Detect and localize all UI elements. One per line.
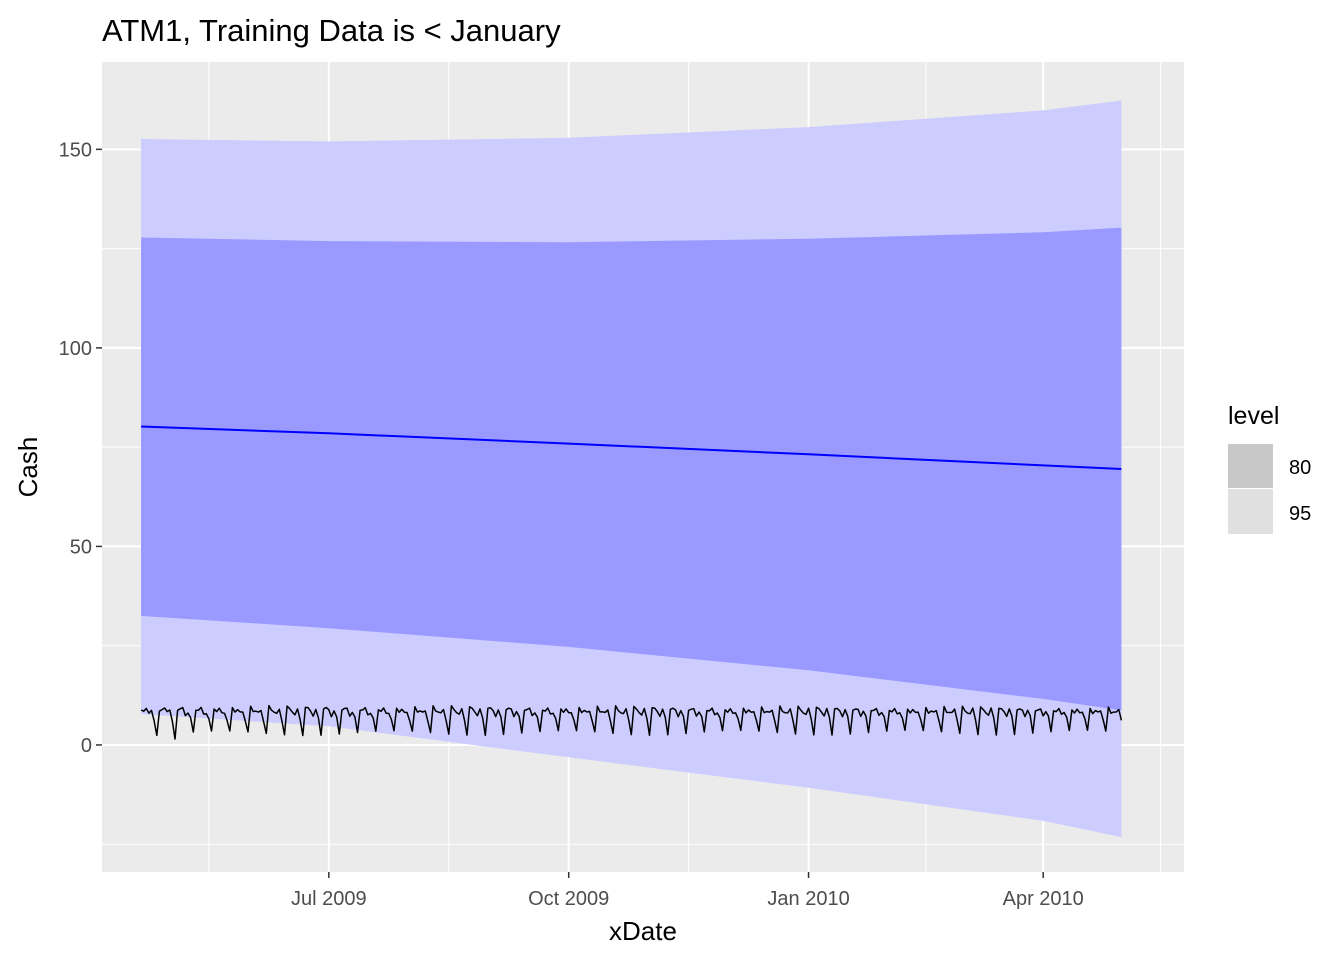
legend-key-80	[1228, 444, 1273, 488]
y-tick-label: 0	[81, 735, 92, 757]
band-80	[141, 227, 1122, 711]
cash-series-line	[140, 704, 1123, 740]
x-tick-label: Jan 2010	[767, 888, 849, 910]
y-axis-title: Cash	[13, 437, 43, 498]
y-tick-label: 150	[59, 139, 92, 161]
legend-label-95: 95	[1289, 503, 1311, 525]
legend-key-95	[1228, 489, 1273, 534]
data-series	[140, 704, 1123, 740]
legend: level 80 95	[1228, 402, 1311, 534]
x-tick-label: Oct 2009	[528, 888, 609, 910]
y-tick-label: 100	[59, 338, 92, 360]
x-axis-title: xDate	[609, 916, 677, 946]
prediction-intervals	[141, 100, 1122, 838]
legend-title: level	[1228, 402, 1279, 430]
legend-label-80: 80	[1289, 457, 1311, 479]
axis-ticks: 0 50 100 150 Jul 2009 Oct 2009 Jan 2010 Apr 201…	[59, 139, 1084, 910]
x-tick-label: Jul 2009	[291, 888, 367, 910]
y-tick-label: 50	[70, 536, 92, 558]
chart-title: ATM1, Training Data is < January	[102, 13, 561, 48]
x-tick-label: Apr 2010	[1003, 888, 1084, 910]
forecast-mean-line	[141, 425, 1122, 470]
